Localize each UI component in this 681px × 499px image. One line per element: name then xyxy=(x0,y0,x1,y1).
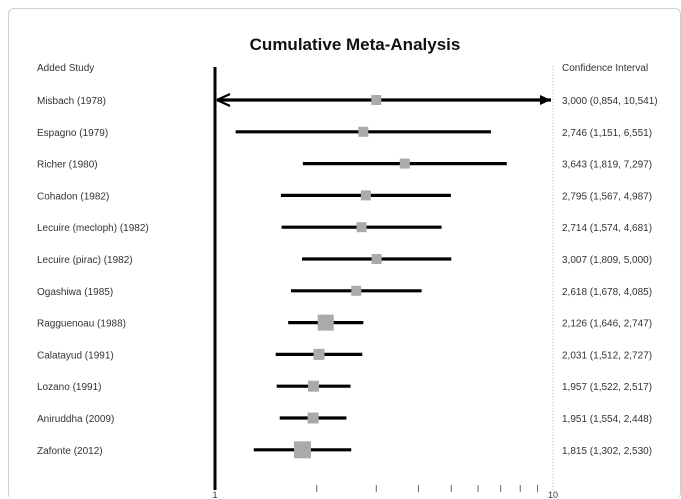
left-header: Added Study xyxy=(37,63,94,74)
point-estimate-marker xyxy=(360,190,371,201)
study-row: Calatayud (1991) 2,031 (1,512, 2,727) xyxy=(37,348,652,361)
ci-arrow-right xyxy=(540,95,551,105)
point-estimate-marker xyxy=(371,254,382,264)
ci-value-label: 3,000 (0,854, 10,541) xyxy=(562,96,658,107)
ci-value-label: 2,714 (1,574, 4,681) xyxy=(562,223,652,234)
ci-value-label: 1,957 (1,522, 2,517) xyxy=(562,382,652,393)
study-row: Espagno (1979) 2,746 (1,151, 6,551) xyxy=(37,126,652,139)
ci-value-label: 3,643 (1,819, 7,297) xyxy=(562,160,652,171)
study-label: Ogashiwa (1985) xyxy=(37,287,113,298)
ci-value-label: 2,618 (1,678, 4,085) xyxy=(562,287,652,298)
study-label: Calatayud (1991) xyxy=(37,350,114,361)
study-label: Lecuire (pirac) (1982) xyxy=(37,255,133,266)
ci-value-label: 3,007 (1,809, 5,000) xyxy=(562,255,652,266)
study-row: Richer (1980) 3,643 (1,819, 7,297) xyxy=(37,158,652,171)
point-estimate-marker xyxy=(356,222,367,233)
study-row: Ragguenoau (1988) 2,126 (1,646, 2,747) xyxy=(37,314,652,331)
study-row: Ogashiwa (1985) 2,618 (1,678, 4,085) xyxy=(37,285,652,298)
point-estimate-marker xyxy=(371,95,382,105)
ci-value-label: 2,031 (1,512, 2,727) xyxy=(562,350,652,361)
point-estimate-marker xyxy=(307,412,319,424)
study-label: Cohadon (1982) xyxy=(37,191,109,202)
x-axis: 1 10 xyxy=(212,66,558,498)
point-estimate-marker xyxy=(308,380,320,392)
point-estimate-marker xyxy=(358,126,369,137)
study-rows: Misbach (1978) 3,000 (0,854, 10,541) Espag… xyxy=(37,93,658,459)
study-row: Aniruddha (2009) 1,951 (1,554, 2,448) xyxy=(37,412,652,425)
study-label: Misbach (1978) xyxy=(37,96,106,107)
chart-title: Cumulative Meta-Analysis xyxy=(250,35,461,54)
x-tick-label: 10 xyxy=(548,490,558,498)
ci-value-label: 2,126 (1,646, 2,747) xyxy=(562,319,652,330)
point-estimate-marker xyxy=(351,285,362,296)
point-estimate-marker xyxy=(317,314,334,331)
ci-value-label: 2,795 (1,567, 4,987) xyxy=(562,191,652,202)
study-row: Lecuire (mecloph) (1982) 2,714 (1,574, 4,… xyxy=(37,222,652,234)
study-row: Zafonte (2012) 1,815 (1,302, 2,530) xyxy=(37,441,652,459)
point-estimate-marker xyxy=(313,348,325,360)
ci-value-label: 1,951 (1,554, 2,448) xyxy=(562,414,652,425)
study-row: Misbach (1978) 3,000 (0,854, 10,541) xyxy=(37,93,658,107)
ci-value-label: 1,815 (1,302, 2,530) xyxy=(562,446,652,457)
point-estimate-marker xyxy=(399,158,410,169)
study-label: Espagno (1979) xyxy=(37,128,108,139)
study-row: Cohadon (1982) 2,795 (1,567, 4,987) xyxy=(37,190,652,202)
study-label: Ragguenoau (1988) xyxy=(37,319,126,330)
ci-value-label: 2,746 (1,151, 6,551) xyxy=(562,128,652,139)
study-row: Lecuire (pirac) (1982) 3,007 (1,809, 5,00… xyxy=(37,254,652,266)
study-row: Lozano (1991) 1,957 (1,522, 2,517) xyxy=(37,380,652,393)
point-estimate-marker xyxy=(294,441,312,459)
right-header: Confidence Interval xyxy=(562,63,648,74)
study-label: Lecuire (mecloph) (1982) xyxy=(37,223,149,234)
ci-arrow-left xyxy=(216,93,231,107)
x-tick-label: 1 xyxy=(212,490,217,498)
study-label: Aniruddha (2009) xyxy=(37,414,114,425)
study-label: Zafonte (2012) xyxy=(37,446,103,457)
study-label: Lozano (1991) xyxy=(37,382,102,393)
study-label: Richer (1980) xyxy=(37,160,98,171)
